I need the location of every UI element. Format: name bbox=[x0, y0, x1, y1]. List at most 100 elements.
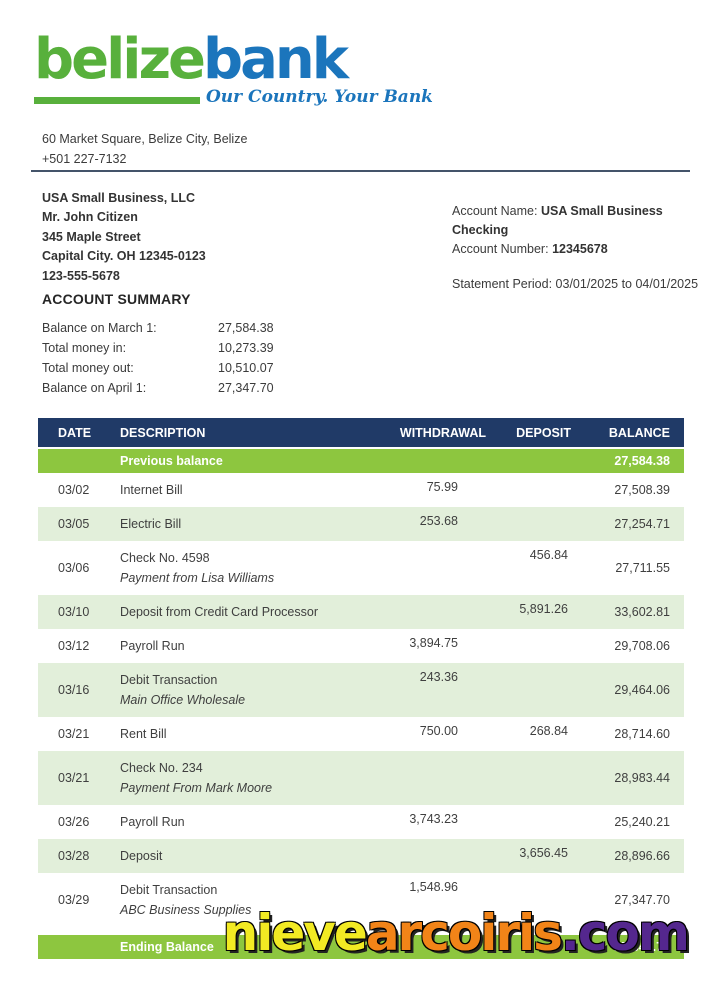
summary-row: Balance on April 1: 27,347.70 bbox=[42, 378, 274, 398]
transaction-description: Rent Bill bbox=[120, 717, 386, 751]
transaction-withdrawal: 75.99 bbox=[426, 480, 458, 494]
summary-value: 10,273.39 bbox=[218, 341, 274, 355]
transaction-description-detail: Main Office Wholesale bbox=[120, 693, 246, 707]
transaction-balance: 28,714.60 bbox=[614, 727, 670, 741]
transaction-description: Internet Bill bbox=[120, 473, 386, 507]
transaction-withdrawal bbox=[386, 595, 496, 609]
watermark-part-com: .com bbox=[560, 904, 690, 962]
transaction-description-main: Debit Transaction bbox=[120, 883, 218, 897]
customer-name: Mr. John Citizen bbox=[42, 210, 138, 225]
transaction-deposit: 3,656.45 bbox=[519, 846, 568, 860]
column-header-date: DATE bbox=[58, 425, 92, 440]
summary-value: 10,510.07 bbox=[218, 361, 274, 375]
transaction-rows: 03/02 Internet Bill 75.99 27,508.39 03/05 Ele… bbox=[38, 473, 684, 927]
transaction-table: DATE DESCRIPTION WITHDRAWAL DEPOSIT BALA… bbox=[38, 418, 684, 959]
transaction-row: 03/26 Payroll Run 3,743.23 25,240.21 bbox=[38, 805, 684, 839]
transaction-row: 03/28 Deposit 3,656.45 28,896.66 bbox=[38, 839, 684, 873]
statement-period-label: Statement Period: bbox=[452, 277, 553, 292]
summary-value: 27,584.38 bbox=[218, 321, 274, 335]
transaction-withdrawal: 750.00 bbox=[419, 724, 458, 738]
site-watermark: nievearcoiris.com bbox=[223, 908, 690, 958]
header-divider-line bbox=[31, 170, 690, 172]
watermark-part-nieve: nieve bbox=[222, 904, 368, 962]
account-name-value: USA Small Business Checking bbox=[452, 204, 663, 237]
column-header-balance: BALANCE bbox=[608, 425, 670, 440]
ending-balance-value: 27,347.70 bbox=[614, 940, 670, 954]
transaction-description-main: Debit Transaction bbox=[120, 673, 218, 687]
logo-word-belize: belize bbox=[34, 27, 206, 92]
transaction-date: 03/21 bbox=[58, 727, 90, 741]
transaction-description-main: Deposit from Credit Card Processor bbox=[120, 605, 318, 619]
transaction-withdrawal: 253.68 bbox=[419, 514, 458, 528]
transaction-balance: 27,254.71 bbox=[614, 517, 670, 531]
transaction-deposit bbox=[496, 751, 584, 765]
transaction-withdrawal: 1,548.96 bbox=[409, 880, 458, 894]
transaction-description-main: Check No. 234 bbox=[120, 761, 203, 775]
bank-address: 60 Market Square, Belize City, Belize bbox=[42, 132, 248, 146]
transaction-withdrawal bbox=[386, 751, 496, 765]
summary-label: Total money in: bbox=[42, 341, 127, 355]
transaction-description: Check No. 4598 Payment from Lisa Williams bbox=[120, 541, 386, 595]
customer-phone: 123-555-5678 bbox=[42, 268, 120, 283]
transaction-withdrawal bbox=[386, 839, 496, 853]
watermark-part-arcoiris: arcoiris bbox=[365, 904, 563, 962]
transaction-balance: 28,896.66 bbox=[614, 849, 670, 863]
bank-logo: belizebank Our Country. Your Bank bbox=[34, 32, 433, 106]
statement-period-line: Statement Period: 03/01/2025 to 04/01/20… bbox=[452, 275, 720, 294]
summary-value: 27,347.70 bbox=[218, 381, 274, 395]
transaction-balance: 27,711.55 bbox=[615, 561, 670, 575]
account-number-line: Account Number: 12345678 bbox=[452, 240, 720, 259]
transaction-description-main: Payroll Run bbox=[120, 815, 185, 829]
transaction-row: 03/12 Payroll Run 3,894.75 29,708.06 bbox=[38, 629, 684, 663]
transaction-date: 03/05 bbox=[58, 517, 90, 531]
transaction-balance: 28,983.44 bbox=[614, 771, 670, 785]
transaction-balance: 27,508.39 bbox=[614, 483, 670, 497]
transaction-row: 03/10 Deposit from Credit Card Processor 5… bbox=[38, 595, 684, 629]
transaction-date: 03/12 bbox=[58, 639, 90, 653]
transaction-description: Check No. 234 Payment From Mark Moore bbox=[120, 751, 386, 805]
statement-period-value: 03/01/2025 to 04/01/2025 bbox=[555, 277, 699, 292]
transaction-description: Debit Transaction Main Office Wholesale bbox=[120, 663, 386, 717]
transaction-balance: 29,708.06 bbox=[614, 639, 670, 653]
account-info-block: Account Name: USA Small Business Checkin… bbox=[452, 202, 720, 294]
column-header-deposit: DEPOSIT bbox=[516, 425, 571, 440]
transaction-description-detail: ABC Business Supplies bbox=[120, 903, 252, 917]
account-number-value: 12345678 bbox=[552, 241, 608, 256]
customer-address-block: USA Small Business, LLC Mr. John Citizen… bbox=[42, 189, 206, 286]
transaction-balance: 29,464.06 bbox=[614, 683, 670, 697]
bank-logo-wordmark: belizebank bbox=[34, 32, 433, 88]
transaction-row: 03/05 Electric Bill 253.68 27,254.71 bbox=[38, 507, 684, 541]
logo-word-bank: bank bbox=[203, 27, 349, 92]
transaction-description-main: Deposit bbox=[120, 849, 163, 863]
summary-row: Balance on March 1: 27,584.38 bbox=[42, 318, 274, 338]
transaction-description-main: Check No. 4598 bbox=[120, 551, 210, 565]
account-summary-table: Balance on March 1: 27,584.38 Total money … bbox=[42, 318, 274, 398]
ending-balance-label: Ending Balance bbox=[120, 940, 214, 954]
transaction-deposit bbox=[496, 873, 584, 887]
transaction-date: 03/26 bbox=[58, 815, 90, 829]
transaction-date: 03/16 bbox=[58, 683, 90, 697]
account-name-line: Account Name: USA Small Business Checkin… bbox=[452, 202, 720, 240]
column-header-withdrawal: WITHDRAWAL bbox=[399, 425, 486, 440]
summary-row: Total money in: 10,273.39 bbox=[42, 338, 274, 358]
transaction-row: 03/02 Internet Bill 75.99 27,508.39 bbox=[38, 473, 684, 507]
transaction-date: 03/29 bbox=[58, 893, 90, 907]
transaction-balance: 33,602.81 bbox=[614, 605, 670, 619]
transaction-balance: 27,347.70 bbox=[614, 893, 670, 907]
summary-label: Balance on March 1: bbox=[42, 321, 157, 335]
transaction-deposit bbox=[496, 805, 584, 819]
column-header-description: DESCRIPTION bbox=[120, 425, 206, 440]
transaction-description-main: Payroll Run bbox=[120, 639, 185, 653]
transaction-deposit bbox=[496, 473, 584, 487]
summary-label: Balance on April 1: bbox=[42, 381, 147, 395]
account-number-label: Account Number: bbox=[452, 241, 549, 256]
transaction-deposit bbox=[496, 629, 584, 643]
transaction-withdrawal bbox=[386, 541, 496, 555]
transaction-description: Deposit from Credit Card Processor bbox=[120, 595, 386, 629]
bank-contact-block: 60 Market Square, Belize City, Belize +5… bbox=[42, 129, 247, 169]
transaction-withdrawal: 3,894.75 bbox=[409, 636, 458, 650]
transaction-deposit: 456.84 bbox=[529, 548, 568, 562]
transaction-deposit bbox=[496, 507, 584, 521]
transaction-row: 03/21 Rent Bill 750.00 268.84 28,714.60 bbox=[38, 717, 684, 751]
